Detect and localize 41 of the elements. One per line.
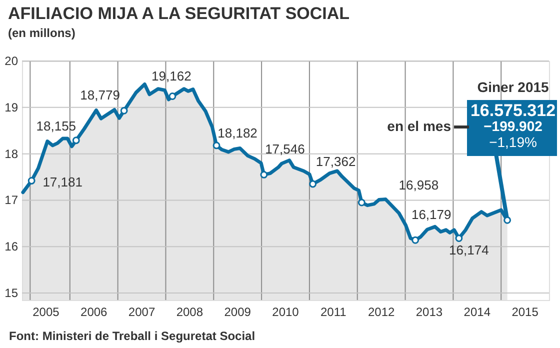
y-tick-label: 16 — [4, 240, 18, 254]
annotation: en el mes — [387, 118, 452, 134]
x-tick-label: 2012 — [368, 305, 395, 319]
x-tick-label: 2013 — [416, 305, 443, 319]
y-tick-label: 20 — [4, 54, 18, 68]
point — [412, 236, 420, 244]
point — [358, 198, 366, 206]
point — [260, 170, 268, 178]
x-tick-label: 2015 — [512, 305, 539, 319]
annotation: 16.575.312 — [470, 101, 556, 120]
point — [504, 216, 512, 224]
annotation: 16,179 — [411, 207, 452, 222]
x-tick-label: 2008 — [176, 305, 204, 319]
y-tick-label: 15 — [4, 286, 18, 300]
annotation: −1,19% — [489, 134, 537, 150]
point — [28, 177, 36, 184]
chart-title: AFILIACIO MIJA A LA SEGURITAT SOCIAL — [8, 4, 350, 23]
x-tick-label: 2005 — [32, 305, 60, 319]
annotation: 16,174 — [449, 242, 489, 258]
x-tick-label: 2010 — [272, 305, 300, 319]
x-tick-label: 2014 — [464, 305, 491, 319]
annotation: 17,181 — [42, 174, 82, 190]
point — [168, 92, 176, 100]
y-tick-label: 19 — [4, 100, 18, 114]
text: Font: Ministeri de Treball i Seguretat Social — [9, 329, 256, 343]
annotation: −199.902 — [484, 118, 543, 134]
point — [72, 136, 80, 144]
x-tick-label: 2009 — [224, 305, 252, 319]
point — [120, 106, 128, 114]
annotation: 17,546 — [265, 142, 305, 157]
chart-subtitle: (en millons) — [8, 26, 76, 40]
x-tick-label: 2006 — [80, 305, 108, 319]
annotation: 17,362 — [316, 154, 356, 169]
point — [212, 142, 220, 150]
x-tick-label: 2007 — [128, 305, 156, 319]
annotation: 18,182 — [218, 125, 258, 140]
point — [455, 234, 463, 242]
y-tick-label: 17 — [4, 193, 18, 208]
point — [309, 180, 317, 188]
x-tick-label: 2011 — [320, 305, 347, 319]
y-tick-label: 18 — [4, 146, 18, 161]
